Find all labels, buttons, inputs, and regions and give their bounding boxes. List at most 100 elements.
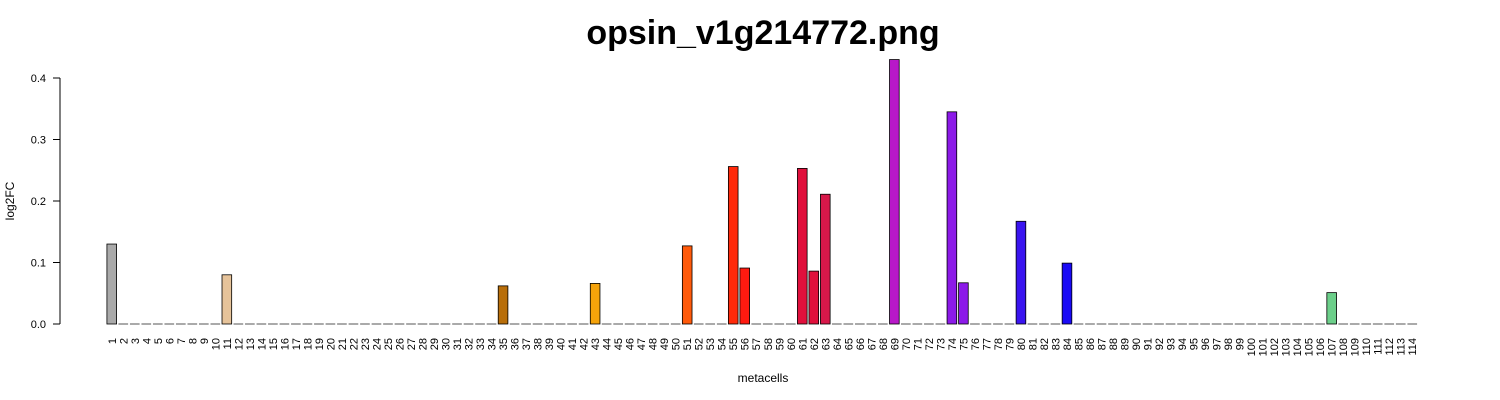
x-tick-label: 101 — [1258, 338, 1270, 356]
y-tick-label: 0.1 — [31, 258, 46, 270]
x-tick-label: 19 — [314, 338, 326, 350]
x-tick-label: 5 — [153, 338, 165, 344]
x-tick-label: 64 — [832, 338, 844, 350]
y-tick-label: 0.3 — [31, 135, 46, 147]
x-tick-label: 86 — [1085, 338, 1097, 350]
x-tick-label: 51 — [682, 338, 694, 350]
x-tick-label: 72 — [924, 338, 936, 350]
x-tick-label: 61 — [797, 338, 809, 350]
x-tick-label: 83 — [1050, 338, 1062, 350]
bar-84 — [1061, 262, 1073, 325]
x-tick-label: 100 — [1246, 338, 1258, 356]
x-tick-label: 7 — [176, 338, 188, 344]
x-tick-label: 33 — [475, 338, 487, 350]
x-tick-label: 57 — [751, 338, 763, 350]
x-tick-label: 106 — [1315, 338, 1327, 356]
x-tick-label: 44 — [602, 338, 614, 350]
x-tick-label: 109 — [1350, 338, 1362, 356]
x-tick-label: 78 — [993, 338, 1005, 350]
x-tick-label: 95 — [1189, 338, 1201, 350]
x-tick-label: 45 — [613, 338, 625, 350]
x-tick-label: 16 — [279, 338, 291, 350]
x-tick-label: 6 — [164, 338, 176, 344]
bar-51 — [681, 245, 693, 325]
bar-74 — [946, 111, 958, 325]
bar-43 — [589, 283, 601, 325]
x-tick-label: 76 — [970, 338, 982, 350]
x-tick-label: 82 — [1039, 338, 1051, 350]
x-tick-label: 114 — [1407, 338, 1419, 356]
x-tick-label: 29 — [429, 338, 441, 350]
x-tick-label: 17 — [291, 338, 303, 350]
x-tick-label: 9 — [199, 338, 211, 344]
x-tick-label: 94 — [1177, 338, 1189, 350]
y-tick-label: 0.2 — [31, 196, 46, 208]
x-tick-label: 102 — [1269, 338, 1281, 356]
bar-62 — [808, 270, 820, 325]
x-tick-label: 103 — [1281, 338, 1293, 356]
x-tick-label: 65 — [843, 338, 855, 350]
x-tick-label: 111 — [1373, 338, 1385, 355]
bar-63 — [820, 193, 831, 325]
y-tick-label: 0.4 — [31, 73, 46, 85]
x-tick-label: 8 — [187, 338, 199, 344]
x-tick-label: 89 — [1120, 338, 1132, 350]
x-tick-label: 99 — [1235, 338, 1247, 350]
x-tick-label: 49 — [659, 338, 671, 350]
x-tick-label: 15 — [268, 338, 280, 350]
x-tick-label: 46 — [625, 338, 637, 350]
bars-group — [106, 59, 1418, 325]
x-tick-label: 55 — [728, 338, 740, 350]
x-tick-label: 90 — [1131, 338, 1143, 350]
x-tick-label: 32 — [464, 338, 476, 350]
x-tick-label: 110 — [1361, 338, 1373, 356]
x-tick-label: 96 — [1200, 338, 1212, 350]
bar-75 — [958, 282, 969, 325]
x-tick-label: 104 — [1292, 338, 1304, 356]
bar-55 — [727, 166, 739, 325]
x-tick-label: 92 — [1154, 338, 1166, 350]
x-tick-label: 68 — [878, 338, 890, 350]
x-tick-label: 69 — [889, 338, 901, 350]
x-tick-label: 28 — [417, 338, 429, 350]
x-tick-label: 79 — [1004, 338, 1016, 350]
x-tick-label: 41 — [567, 338, 579, 350]
bar-80 — [1015, 220, 1027, 325]
x-tick-label: 39 — [544, 338, 556, 350]
bar-35 — [497, 285, 509, 325]
x-tick-label: 112 — [1384, 338, 1396, 356]
bar-56 — [739, 267, 750, 325]
x-tick-label: 105 — [1304, 338, 1316, 356]
x-axis-label: metacells — [738, 371, 789, 385]
x-tick-label: 58 — [763, 338, 775, 350]
y-tick-label: 0.0 — [31, 319, 46, 331]
x-tick-label: 31 — [452, 338, 464, 350]
x-tick-label: 91 — [1143, 338, 1155, 350]
x-tick-label: 4 — [141, 338, 153, 344]
x-tick-label: 62 — [809, 338, 821, 350]
x-tick-label: 108 — [1338, 338, 1350, 356]
x-tick-label: 74 — [947, 338, 959, 350]
x-tick-label: 53 — [705, 338, 717, 350]
x-tick-label: 38 — [533, 338, 545, 350]
x-tick-label: 20 — [325, 338, 337, 350]
x-tick-label: 34 — [487, 338, 499, 350]
x-tick-label: 21 — [337, 338, 349, 350]
x-tick-label: 63 — [820, 338, 832, 350]
bar-107 — [1326, 292, 1337, 325]
bar-1 — [106, 243, 117, 325]
x-tick-label: 36 — [510, 338, 522, 350]
x-tick-label: 77 — [981, 338, 993, 350]
x-tick-label: 71 — [912, 338, 924, 350]
x-tick-label: 13 — [245, 338, 257, 350]
x-axis: 1 2 3 4 5 6 7 8 9 10 11 12 13 14 15 16 17 18 19 20 21 22 23 24 2… — [107, 338, 1419, 356]
x-tick-label: 67 — [866, 338, 878, 350]
x-tick-label: 113 — [1396, 338, 1408, 356]
x-tick-label: 12 — [233, 338, 245, 350]
x-tick-label: 93 — [1166, 338, 1178, 350]
x-tick-label: 27 — [406, 338, 418, 350]
x-tick-label: 18 — [302, 338, 314, 350]
x-tick-label: 1 — [107, 338, 119, 344]
x-tick-label: 98 — [1223, 338, 1235, 350]
